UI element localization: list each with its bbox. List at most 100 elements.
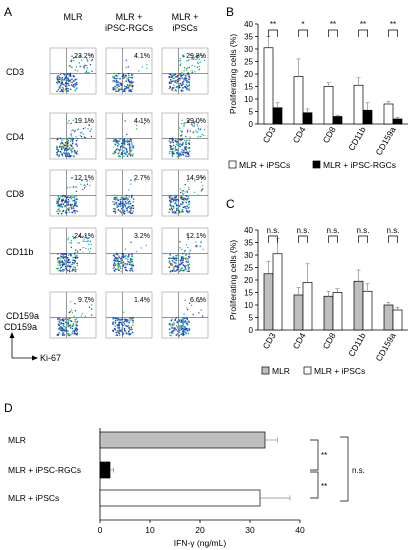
dot — [65, 85, 67, 87]
dot — [124, 266, 126, 269]
dot — [127, 73, 130, 75]
dot — [89, 130, 91, 132]
dot — [174, 73, 177, 76]
dot — [124, 200, 127, 203]
dot — [65, 255, 67, 258]
dot — [66, 204, 68, 206]
quadrant-percent: 3.2% — [134, 233, 150, 240]
dot — [66, 139, 69, 142]
dot — [81, 131, 83, 134]
dot — [76, 150, 79, 153]
dot — [179, 78, 182, 81]
dot — [124, 255, 126, 258]
dot — [114, 86, 117, 88]
dot — [180, 130, 182, 132]
dot — [178, 334, 181, 337]
dot — [86, 58, 88, 60]
dot — [72, 207, 75, 209]
dot — [116, 319, 119, 322]
dot — [189, 130, 191, 132]
dot — [73, 75, 75, 78]
dot — [73, 197, 76, 199]
dot — [79, 248, 81, 251]
dot — [67, 321, 69, 324]
dot — [174, 259, 177, 261]
dot — [67, 261, 70, 264]
y-tick-label: 30 — [244, 45, 253, 54]
dot — [116, 148, 119, 150]
dot — [131, 74, 133, 76]
bar — [293, 76, 304, 125]
dot — [132, 324, 134, 327]
dot — [184, 266, 187, 269]
dot — [82, 240, 84, 242]
dot — [185, 333, 187, 335]
dot — [192, 125, 194, 128]
x-tick-label: 0 — [98, 525, 103, 535]
dot — [178, 83, 180, 85]
dot — [176, 144, 179, 147]
dot — [112, 318, 114, 320]
dot — [116, 204, 118, 206]
dot-plot: 6.6% — [161, 291, 209, 339]
dot — [60, 205, 63, 207]
dot — [195, 55, 198, 57]
dot — [61, 263, 64, 266]
dot — [182, 252, 184, 255]
dot — [170, 325, 173, 327]
dot — [195, 241, 197, 243]
dot — [170, 207, 173, 209]
dot — [187, 121, 189, 123]
dot — [71, 330, 74, 332]
bar — [272, 107, 283, 125]
dot — [70, 122, 72, 125]
category-label: MLR + iPSCs — [8, 493, 59, 503]
dot — [65, 75, 68, 77]
dot — [175, 86, 178, 88]
dot — [61, 195, 64, 198]
dot — [79, 65, 81, 68]
dot — [169, 150, 171, 153]
dot — [199, 61, 201, 63]
dot — [179, 319, 181, 321]
dot — [112, 87, 114, 89]
dot — [74, 89, 77, 92]
dot — [61, 90, 63, 92]
dot — [76, 70, 79, 72]
dot — [126, 133, 128, 135]
dot — [186, 88, 188, 91]
dot — [168, 328, 171, 331]
dot — [117, 318, 120, 320]
dot — [130, 317, 133, 320]
dot — [118, 77, 121, 80]
dot — [57, 318, 59, 320]
dot — [76, 256, 79, 259]
dot-plot: 12.1% — [49, 169, 97, 217]
dot — [202, 55, 204, 57]
dot — [112, 152, 114, 155]
dot — [180, 63, 182, 65]
dot — [69, 253, 72, 256]
dot — [56, 148, 58, 151]
dot — [187, 246, 189, 249]
dot — [128, 75, 130, 77]
dot — [58, 197, 61, 200]
dot — [201, 189, 203, 191]
dot — [197, 127, 200, 130]
dot — [70, 196, 72, 198]
dot — [168, 211, 170, 214]
dot — [75, 66, 78, 68]
dot — [121, 318, 124, 321]
flow-row-label: CD11b — [6, 247, 33, 257]
dot — [188, 321, 190, 323]
dot — [59, 195, 62, 197]
y-tick-label: 20 — [244, 276, 253, 285]
dot — [132, 264, 135, 267]
dot — [169, 332, 171, 334]
significance-label: ** — [390, 20, 396, 29]
dot — [175, 257, 178, 260]
dot — [79, 55, 81, 57]
dot — [60, 199, 63, 202]
dot — [61, 322, 63, 325]
dot — [175, 317, 178, 319]
